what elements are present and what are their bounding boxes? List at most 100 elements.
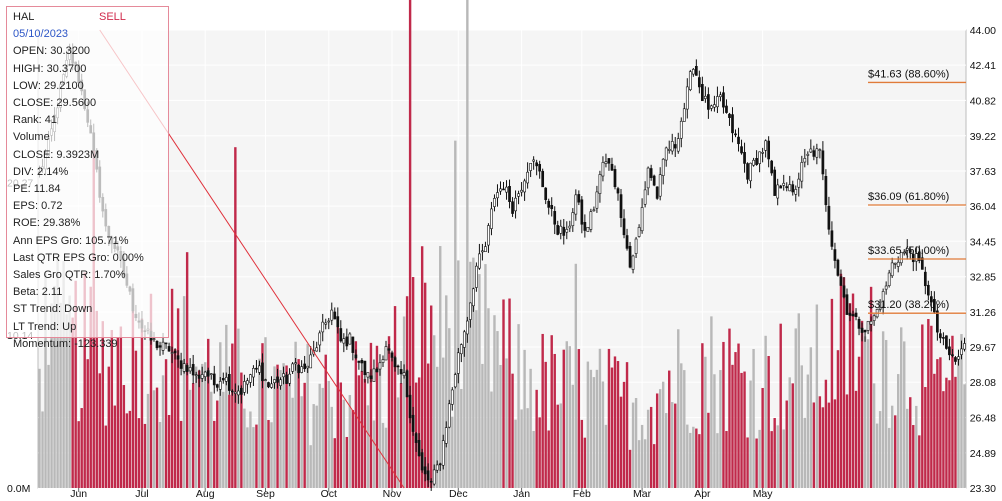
volume-bar <box>372 420 376 488</box>
price-candle <box>598 170 602 203</box>
candle-body <box>694 65 698 76</box>
volume-bar <box>348 395 352 488</box>
volume-tick-label: 0.0M <box>7 483 30 495</box>
price-candle <box>755 150 758 166</box>
candle-body <box>679 120 683 139</box>
volume-bar <box>924 387 927 488</box>
volume-bar <box>378 365 382 488</box>
volume-bar <box>532 431 535 488</box>
price-candle <box>429 478 433 491</box>
price-candle <box>487 223 490 253</box>
price-candle <box>300 360 303 374</box>
volume-bar <box>719 370 722 488</box>
volume-bar <box>809 347 813 488</box>
volume-bar <box>607 348 611 488</box>
candle-body <box>215 384 219 388</box>
price-tick-label: 32.85 <box>970 272 996 284</box>
volume-bar <box>942 391 945 488</box>
volume-bar <box>71 317 74 488</box>
price-candle <box>258 360 261 375</box>
price-candle <box>243 374 246 396</box>
price-candle <box>770 159 774 176</box>
candle-body <box>610 163 614 171</box>
price-candle <box>851 310 855 317</box>
volume-bar <box>842 277 846 488</box>
volume-bar <box>851 293 855 488</box>
candle-body <box>830 230 834 247</box>
candle-body <box>905 248 909 251</box>
candle-body <box>393 357 397 368</box>
candle-body <box>438 463 442 466</box>
candle-body <box>667 149 671 151</box>
volume-bar <box>429 305 433 488</box>
volume-bar <box>390 358 394 488</box>
volume-bar <box>511 373 514 488</box>
candle-body <box>860 327 864 333</box>
price-candle <box>227 366 231 395</box>
candle-body <box>809 148 813 153</box>
price-candle <box>484 241 487 252</box>
volume-bar <box>487 308 490 488</box>
volume-bar <box>285 365 288 488</box>
price-candle <box>282 366 285 385</box>
price-candle <box>905 239 909 260</box>
price-candle <box>836 258 840 277</box>
price-candle <box>625 228 629 251</box>
candle-body <box>646 167 650 189</box>
price-candle <box>701 76 704 102</box>
volume-bar <box>107 366 111 488</box>
candle-body <box>240 387 243 395</box>
volume-bar <box>384 427 388 488</box>
volume-bar <box>279 370 282 488</box>
candle-body <box>764 140 767 151</box>
candle-body <box>191 364 195 376</box>
price-candle <box>869 316 873 332</box>
volume-bar <box>785 400 788 488</box>
price-candle <box>758 151 761 173</box>
candle-body <box>417 440 421 457</box>
price-candle <box>167 342 171 352</box>
candle-body <box>939 333 942 339</box>
candle-body <box>824 176 828 206</box>
candle-body <box>354 354 358 359</box>
price-candle <box>538 160 542 179</box>
volume-bar <box>541 333 544 488</box>
last-qtr-eps-growth: Last QTR EPS Gro: 0.00% <box>13 251 144 264</box>
price-candle <box>378 354 382 376</box>
volume-bar <box>478 274 481 488</box>
candle-body <box>230 390 234 393</box>
candle-body <box>432 469 436 485</box>
price-candle <box>405 369 409 398</box>
volume-bar <box>47 364 50 488</box>
candle-body <box>511 201 514 214</box>
price-candle <box>839 269 843 286</box>
price-candle <box>351 336 355 361</box>
volume-bar <box>351 410 355 488</box>
candle-body <box>559 225 563 234</box>
volume-bar <box>152 390 156 488</box>
info-panel: HAL SELL 05/10/2023 OPEN: 30.3200 HIGH: 3… <box>6 6 169 350</box>
volume-bar <box>41 411 44 488</box>
price-candle <box>505 180 508 200</box>
candle-body <box>188 367 192 372</box>
price-candle <box>255 360 258 373</box>
candle-body <box>264 379 267 381</box>
price-candle <box>306 365 310 374</box>
candle-body <box>529 163 532 171</box>
price-candle <box>948 338 951 361</box>
candle-body <box>688 71 692 91</box>
volume-bar <box>909 397 912 488</box>
candle-body <box>833 249 837 261</box>
candle-body <box>589 211 593 230</box>
candle-body <box>327 320 331 323</box>
candle-body <box>619 194 623 218</box>
candle-body <box>339 328 343 342</box>
candle-body <box>562 226 566 236</box>
candle-body <box>348 333 352 345</box>
volume-bar <box>463 338 466 488</box>
candle-body <box>478 253 481 269</box>
candle-body <box>839 276 843 286</box>
candle-body <box>788 184 792 192</box>
price-candle <box>499 181 502 195</box>
